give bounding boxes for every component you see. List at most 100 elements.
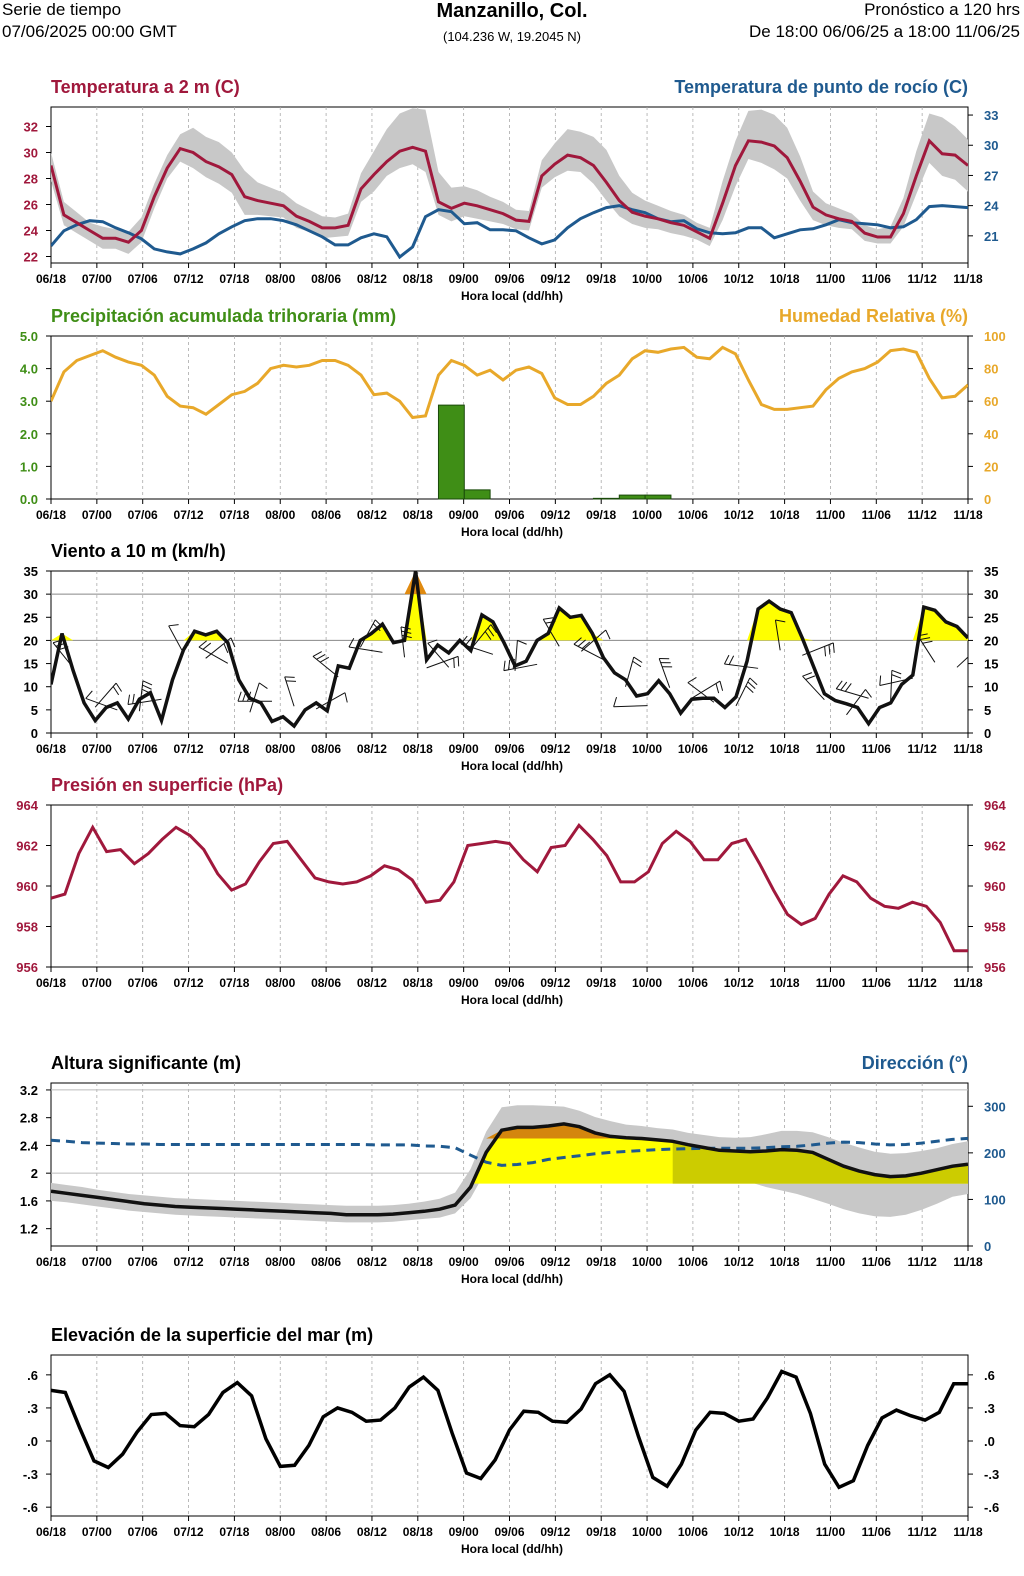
wind-barb-staff [735,677,751,707]
header-right-line1: Pronóstico a 120 hrs [864,0,1020,19]
wind-barb-feather [142,684,152,690]
wave-xtick-label: 10/18 [770,1255,800,1269]
temp-xtick-label: 09/00 [449,272,479,286]
wind-xtick-label: 06/18 [36,742,66,756]
wave-xtick-label: 08/00 [265,1255,295,1269]
pressure-xtick-label: 11/12 [907,976,937,990]
wave-direction-line [51,1136,968,1167]
ssh-ytick-label-right: -.3 [984,1467,999,1482]
wave-xtick-label: 08/12 [357,1255,387,1269]
ssh-xtick-label: 07/06 [128,1525,158,1539]
wind-barb-staff [426,655,459,669]
ssh-xtick-label: 10/06 [678,1525,708,1539]
wind-speed-line [51,571,968,729]
wave-xtick-label: 10/00 [632,1255,662,1269]
wind-barb-feather [344,692,348,703]
pressure-xtick-label: 08/06 [311,976,341,990]
wind-barb-staff [284,676,295,707]
precip-ytick-label: 3.0 [20,394,38,409]
pressure-title: Presión en superficie (hPa) [51,775,283,795]
wind-barb-staff [168,625,185,654]
ssh-ytick-label: .6 [27,1368,38,1383]
wave-title: Altura significante (m) [51,1053,241,1073]
wind-barb-feather [543,617,554,620]
pressure-ytick-label-right: 956 [984,960,1006,975]
wave-dir-ytick-label-right: 100 [984,1192,1006,1207]
wave-ytick-label: 2.8 [20,1111,38,1126]
pressure-xtick-label: 09/00 [449,976,479,990]
pressure-xtick-label: 08/12 [357,976,387,990]
wave-xtick-label: 09/06 [494,1255,524,1269]
wind-ytick-label: 35 [24,564,38,579]
ssh-ytick-label-right: .3 [984,1401,995,1416]
temp-xtick-label: 06/18 [36,272,66,286]
wind-barb-feather [728,655,735,665]
temp-ytick-label: 24 [24,224,39,239]
precip-ytick-label: 0.0 [20,492,38,507]
ssh-xtick-label: 10/00 [632,1525,662,1539]
wind-barb-staff [249,682,260,713]
wind-barb-staff [613,705,648,708]
ssh-ytick-label: .0 [27,1434,38,1449]
wave-ytick-label: 2 [31,1166,38,1181]
dew-ytick-label-right: 21 [984,229,998,244]
wave-xtick-label: 07/06 [128,1255,158,1269]
ssh-xtick-label: 11/18 [953,1525,983,1539]
pressure-xtick-label: 11/18 [953,976,983,990]
wind-barb-feather [687,677,697,684]
temp-xtick-label: 09/18 [586,272,616,286]
wind-barb-feather [632,660,642,668]
wind-barb-feather [453,657,455,669]
wind-barb-staff [890,670,893,701]
ssh-ytick-label-right: .0 [984,1434,995,1449]
wave-xtick-label: 07/18 [219,1255,249,1269]
wind-barb-feather [237,691,242,702]
wave-dir-ytick-label-right: 200 [984,1146,1006,1161]
pressure-ytick-label: 964 [16,798,38,813]
pressure-xtick-label: 10/18 [770,976,800,990]
wave-xtick-label: 11/06 [862,1255,892,1269]
wind-xtick-label: 11/06 [862,742,892,756]
wind-barb-feather [577,639,586,647]
wind-barb-staff [580,629,607,652]
precip-xtick-label: 11/18 [953,508,983,522]
ssh-xtick-label: 11/12 [907,1525,937,1539]
pressure-xtick-label: 08/18 [403,976,433,990]
precip-xtick-label: 08/18 [403,508,433,522]
pressure-ytick-label: 960 [16,879,38,894]
wind-ytick-label: 30 [24,587,38,602]
temp-xtick-label: 07/12 [174,272,204,286]
wind-barb-feather [223,643,229,653]
temperature-line [51,138,968,244]
temp-panel: 06/18 07/00 07/06 07/12 07/18 08/00 08/06 08/12… [24,77,1000,303]
ssh-panel: 06/18 07/00 07/06 07/12 07/18 08/00 08/06 08/12… [23,1325,999,1556]
dew-ytick-label-right: 24 [984,199,999,214]
wind-barb-staff [658,658,671,688]
wind-barb-feather [832,642,835,653]
pressure-ytick-label-right: 964 [984,798,1006,813]
temp-xtick-label: 11/00 [816,272,846,286]
wind-ytick-label-right: 15 [984,657,998,672]
wind-barb-feather [316,653,326,660]
dew-ytick-label-right: 27 [984,168,998,183]
wave-panel: 06/18 07/00 07/06 07/12 07/18 08/00 08/06 08/12… [20,1053,1006,1286]
wave-xtick-label: 11/18 [953,1255,983,1269]
ssh-xtick-label: 10/12 [724,1525,754,1539]
pressure-xtick-label: 11/06 [862,976,892,990]
pressure-xtick-label: 10/12 [724,976,754,990]
header-right-line2: De 18:00 06/06/25 a 18:00 11/06/25 [749,22,1020,41]
precip-xtick-label: 10/00 [632,508,662,522]
wind-barb-staff [573,643,604,660]
rh-title-right: Humedad Relativa (%) [779,306,968,326]
ssh-xtick-label: 11/06 [862,1525,892,1539]
wind-barb-feather [805,675,816,680]
wave-xtick-label: 10/12 [724,1255,754,1269]
wind-barb-staff [359,619,376,648]
pressure-xtick-label: 09/06 [494,976,524,990]
wave-dir-ytick-label-right: 300 [984,1099,1006,1114]
temp-spread-band [51,108,968,254]
pressure-xtick-label: 06/18 [36,976,66,990]
wind-barb-feather [840,681,848,691]
wave-xtick-label: 08/06 [311,1255,341,1269]
